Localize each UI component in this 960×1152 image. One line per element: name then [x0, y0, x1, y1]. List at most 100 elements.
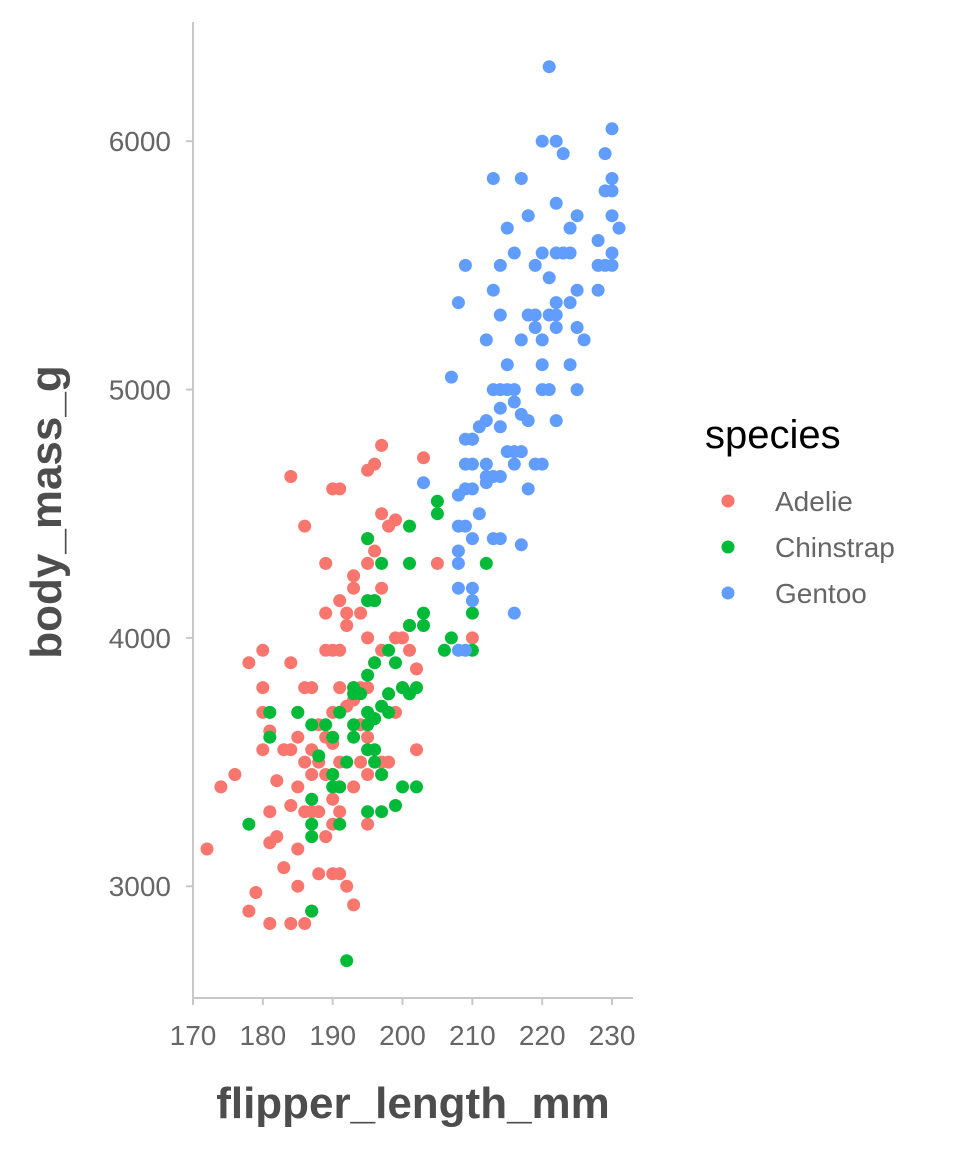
data-point-chinstrap	[305, 817, 319, 831]
data-point-adelie	[410, 662, 423, 676]
data-point-chinstrap	[403, 519, 416, 533]
data-point-chinstrap	[305, 792, 319, 806]
data-point-gentoo	[549, 296, 563, 310]
data-point-gentoo	[507, 457, 521, 471]
x-tick-label: 200	[379, 1020, 426, 1051]
series-gentoo	[417, 60, 626, 657]
data-point-chinstrap	[430, 507, 444, 521]
data-point-adelie	[291, 842, 305, 856]
data-point-adelie	[361, 730, 375, 744]
data-point-gentoo	[493, 401, 507, 415]
data-point-adelie	[340, 879, 354, 893]
data-point-adelie	[347, 780, 361, 794]
data-point-chinstrap	[403, 556, 416, 570]
data-point-adelie	[340, 619, 354, 632]
data-point-gentoo	[542, 383, 556, 397]
data-point-chinstrap	[403, 619, 416, 632]
data-point-gentoo	[549, 196, 563, 210]
data-point-chinstrap	[465, 606, 479, 620]
y-tick-label: 3000	[109, 871, 171, 902]
data-point-chinstrap	[333, 817, 347, 831]
data-point-gentoo	[514, 172, 528, 185]
data-point-gentoo	[577, 333, 591, 347]
y-tick-label: 4000	[109, 623, 171, 654]
legend: species Adelie Chinstrap Gentoo	[705, 413, 895, 609]
data-point-gentoo	[493, 532, 507, 546]
x-tick-label: 170	[170, 1020, 217, 1051]
data-point-chinstrap	[347, 730, 361, 744]
legend-key-chinstrap	[721, 540, 735, 554]
data-point-chinstrap	[368, 755, 382, 769]
data-point-adelie	[382, 755, 396, 769]
data-point-chinstrap	[417, 606, 430, 620]
data-point-gentoo	[605, 258, 619, 272]
data-point-chinstrap	[326, 730, 340, 744]
data-point-adelie	[333, 482, 347, 496]
data-point-gentoo	[514, 445, 528, 459]
x-axis-ticks: 170 180 190 200 210 220 230	[170, 998, 635, 1051]
data-point-gentoo	[521, 482, 535, 496]
data-point-gentoo	[465, 432, 479, 446]
data-point-adelie	[347, 898, 361, 912]
data-point-adelie	[291, 730, 305, 744]
data-point-adelie	[354, 755, 368, 769]
data-point-adelie	[403, 643, 416, 657]
data-point-chinstrap	[389, 799, 402, 812]
data-point-adelie	[200, 842, 214, 856]
y-tick-label: 5000	[109, 375, 171, 406]
data-point-chinstrap	[263, 730, 277, 744]
data-point-adelie	[389, 513, 402, 527]
legend-label-gentoo: Gentoo	[775, 578, 867, 609]
data-point-gentoo	[451, 556, 465, 570]
legend-key-gentoo	[721, 586, 735, 600]
data-point-gentoo	[417, 476, 430, 490]
data-point-adelie	[284, 917, 298, 930]
data-point-gentoo	[570, 283, 584, 297]
data-point-chinstrap	[319, 718, 333, 732]
data-point-gentoo	[507, 383, 521, 397]
data-point-adelie	[375, 581, 389, 595]
data-point-chinstrap	[312, 749, 326, 763]
data-point-gentoo	[465, 581, 479, 595]
data-point-gentoo	[451, 581, 465, 595]
data-point-gentoo	[528, 321, 542, 334]
data-point-gentoo	[465, 532, 479, 546]
data-point-gentoo	[479, 333, 493, 347]
data-point-adelie	[284, 799, 298, 812]
data-point-adelie	[305, 681, 319, 695]
data-point-chinstrap	[410, 681, 423, 695]
data-point-chinstrap	[333, 780, 347, 794]
data-point-gentoo	[444, 370, 458, 384]
series-chinstrap	[242, 432, 493, 968]
legend-key-adelie	[721, 494, 735, 508]
data-point-gentoo	[563, 358, 577, 372]
data-point-adelie	[305, 768, 319, 781]
data-point-gentoo	[486, 172, 500, 185]
data-point-gentoo	[479, 414, 493, 428]
x-tick-label: 210	[449, 1020, 496, 1051]
data-point-adelie	[347, 569, 361, 583]
data-point-adelie	[417, 451, 430, 465]
data-point-chinstrap	[375, 805, 389, 819]
data-point-chinstrap	[382, 687, 396, 701]
data-point-adelie	[361, 631, 375, 645]
data-point-chinstrap	[291, 705, 305, 719]
data-point-adelie	[263, 805, 277, 819]
data-point-gentoo	[570, 321, 584, 334]
data-point-chinstrap	[375, 768, 389, 781]
data-point-gentoo	[521, 414, 535, 428]
data-point-chinstrap	[305, 904, 319, 918]
legend-title: species	[705, 413, 841, 457]
y-tick-label: 6000	[109, 126, 171, 157]
x-axis-title: flipper_length_mm	[216, 1079, 610, 1128]
data-point-adelie	[319, 606, 333, 620]
data-point-gentoo	[605, 209, 619, 223]
data-point-gentoo	[535, 134, 549, 148]
y-axis-title: body_mass_g	[22, 365, 71, 658]
data-point-chinstrap	[333, 705, 347, 719]
data-point-adelie	[361, 556, 375, 570]
data-point-gentoo	[500, 358, 514, 372]
data-point-adelie	[333, 681, 347, 695]
data-point-gentoo	[563, 246, 577, 260]
data-point-gentoo	[556, 147, 570, 161]
